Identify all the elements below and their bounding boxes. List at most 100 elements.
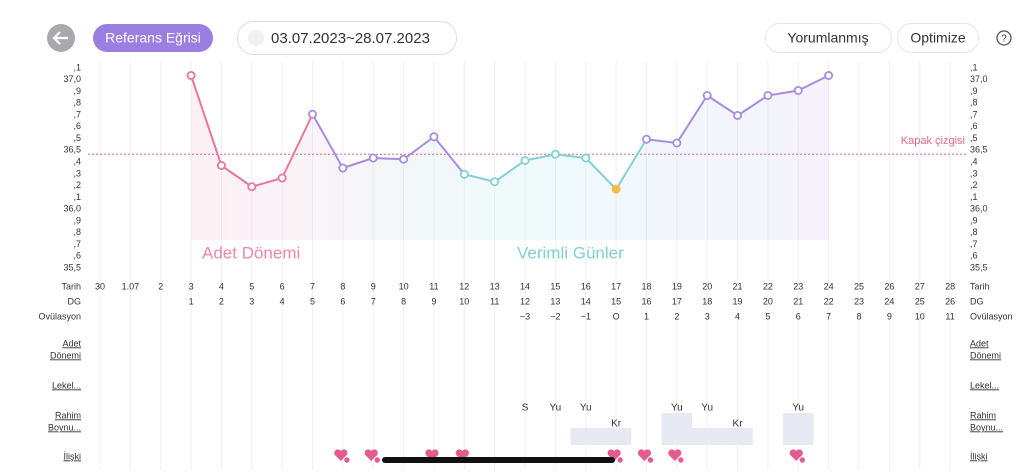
cell-dates: 5 [249, 281, 254, 291]
help-button[interactable] [996, 30, 1012, 46]
cell-ovulation_days: 6 [796, 311, 801, 321]
temperature-point [277, 173, 287, 183]
cell-dates: 10 [399, 281, 409, 291]
temperature-point [399, 154, 409, 164]
temperature-point [611, 184, 621, 194]
cell-cycle_days: 20 [763, 296, 773, 306]
y-label: ,3 [73, 168, 81, 178]
help-label: ? [1001, 34, 1007, 45]
cover-line-label: Kapak çizgisi [901, 135, 965, 147]
temperature-segment [251, 177, 283, 188]
optimize-button[interactable] [897, 23, 979, 53]
row-label: Adet [62, 338, 81, 348]
temperature-area [191, 75, 829, 240]
y-label-right: ,6 [970, 121, 978, 131]
temperature-point [733, 111, 743, 121]
temperature-segment [555, 153, 586, 159]
cell-ovulation_days: 11 [945, 311, 954, 321]
cell-cycle_days: 17 [672, 296, 682, 306]
cell-ovulation_days: 5 [765, 311, 770, 321]
intercourse-badge [677, 456, 685, 464]
y-label: 36,5 [63, 145, 81, 155]
intercourse-badge [798, 456, 806, 464]
intercourse-badge [646, 456, 655, 464]
temperature-segment [646, 138, 677, 144]
row-label-right: Lekel... [970, 380, 999, 390]
temperature-point [520, 155, 530, 165]
cell-cycle_days: 12 [520, 296, 530, 306]
temperature-segment [675, 94, 709, 144]
cervix-bottom: Kr [611, 419, 622, 430]
y-label-right: 36,5 [970, 145, 988, 155]
temperature-point [641, 134, 651, 144]
cell-ovulation_days: 1 [644, 311, 649, 321]
temperature-point [429, 132, 439, 142]
cervix-top: Yu [580, 403, 592, 414]
date-range-box[interactable] [237, 21, 457, 55]
row-label: Boynu... [48, 422, 81, 432]
temperature-segment [342, 157, 374, 169]
temperature-segment [281, 113, 314, 179]
y-label-right: 37,0 [970, 74, 988, 84]
temperature-point [186, 71, 196, 81]
temperature-segment [190, 75, 223, 166]
temperature-point [550, 149, 560, 159]
temperature-point [793, 86, 803, 96]
cervix-shade [783, 413, 814, 445]
temperature-segment [767, 89, 799, 97]
intercourse-badge [616, 456, 624, 464]
cell-cycle_days: 22 [824, 296, 834, 306]
cell-cycle_days: 13 [550, 296, 560, 306]
cell-dates: 14 [520, 281, 530, 291]
temperature-point [459, 169, 469, 179]
y-label-right: ,4 [970, 156, 978, 166]
temperature-segment [433, 136, 466, 175]
temperature-segment [524, 153, 556, 162]
cell-ovulation_days: 9 [887, 311, 892, 321]
cervix-shade [722, 428, 753, 445]
y-label: ,7 [73, 109, 81, 119]
y-label-right: ,5 [970, 133, 978, 143]
row-label-right: Tarih [970, 281, 990, 291]
y-label: ,2 [73, 180, 81, 190]
y-label-right: 36,0 [970, 204, 988, 214]
cell-dates: 28 [945, 281, 955, 291]
cell-cycle_days: 3 [249, 296, 254, 306]
intercourse-heart [334, 449, 348, 461]
cell-ovulation_days: 3 [705, 311, 710, 321]
reference-button[interactable] [93, 24, 213, 52]
row-label-right: Ovülasyon [970, 311, 1013, 321]
y-label: ,6 [73, 251, 81, 261]
cell-dates: 4 [219, 281, 224, 291]
temperature-point [338, 163, 348, 173]
interpreted-button[interactable] [765, 23, 892, 53]
temperature-segment [494, 159, 526, 183]
cell-dates: 11 [429, 281, 438, 291]
cell-ovulation_days: 7 [826, 311, 831, 321]
row-label: İlişki [64, 451, 82, 461]
cell-cycle_days: 24 [884, 296, 894, 306]
y-label: ,8 [73, 98, 81, 108]
cell-ovulation_days: 2 [674, 311, 679, 321]
y-label: ,1 [73, 62, 81, 72]
temperature-point [581, 153, 591, 163]
row-label-right: Dönemi [970, 350, 1001, 360]
cervix-top: Yu [701, 403, 713, 414]
row-label: Rahim [55, 410, 81, 420]
row-label-right: İlişki [970, 451, 988, 461]
cell-dates: 8 [340, 281, 345, 291]
cell-dates: 21 [733, 281, 743, 291]
cell-cycle_days: 6 [340, 296, 345, 306]
cell-ovulation_days: −3 [520, 311, 530, 321]
temperature-point [763, 91, 773, 101]
y-label: ,5 [73, 133, 81, 143]
temperature-segment [737, 94, 769, 117]
cell-ovulation_days: −2 [550, 311, 560, 321]
temperature-point [702, 91, 712, 101]
intercourse-badge [343, 456, 351, 464]
row-label: Tarih [61, 281, 81, 291]
phase-label: Verimli Günler [517, 243, 624, 262]
cervix-shade [661, 413, 693, 445]
cell-ovulation_days: 4 [735, 311, 740, 321]
